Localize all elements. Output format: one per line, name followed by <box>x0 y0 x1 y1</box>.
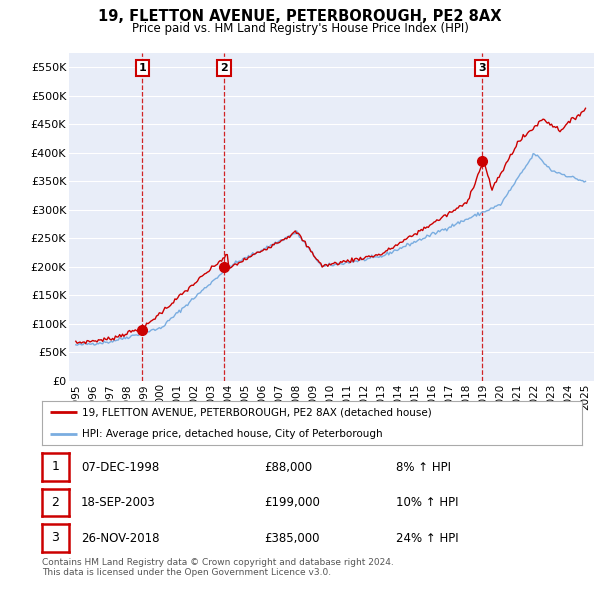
Text: 24% ↑ HPI: 24% ↑ HPI <box>396 532 458 545</box>
Text: 2: 2 <box>52 496 59 509</box>
Text: Price paid vs. HM Land Registry's House Price Index (HPI): Price paid vs. HM Land Registry's House … <box>131 22 469 35</box>
Text: 3: 3 <box>52 531 59 545</box>
Text: 07-DEC-1998: 07-DEC-1998 <box>81 461 159 474</box>
Text: 8% ↑ HPI: 8% ↑ HPI <box>396 461 451 474</box>
Text: 26-NOV-2018: 26-NOV-2018 <box>81 532 160 545</box>
Text: 3: 3 <box>478 63 485 73</box>
Text: 10% ↑ HPI: 10% ↑ HPI <box>396 496 458 510</box>
Text: 18-SEP-2003: 18-SEP-2003 <box>81 496 156 510</box>
Text: £385,000: £385,000 <box>264 532 320 545</box>
Text: 2: 2 <box>220 63 228 73</box>
Text: 1: 1 <box>52 460 59 474</box>
Text: 1: 1 <box>139 63 146 73</box>
Text: HPI: Average price, detached house, City of Peterborough: HPI: Average price, detached house, City… <box>83 430 383 440</box>
Text: Contains HM Land Registry data © Crown copyright and database right 2024.
This d: Contains HM Land Registry data © Crown c… <box>42 558 394 577</box>
Text: £88,000: £88,000 <box>264 461 312 474</box>
Text: 19, FLETTON AVENUE, PETERBOROUGH, PE2 8AX (detached house): 19, FLETTON AVENUE, PETERBOROUGH, PE2 8A… <box>83 407 432 417</box>
Text: £199,000: £199,000 <box>264 496 320 510</box>
Text: 19, FLETTON AVENUE, PETERBOROUGH, PE2 8AX: 19, FLETTON AVENUE, PETERBOROUGH, PE2 8A… <box>98 9 502 24</box>
